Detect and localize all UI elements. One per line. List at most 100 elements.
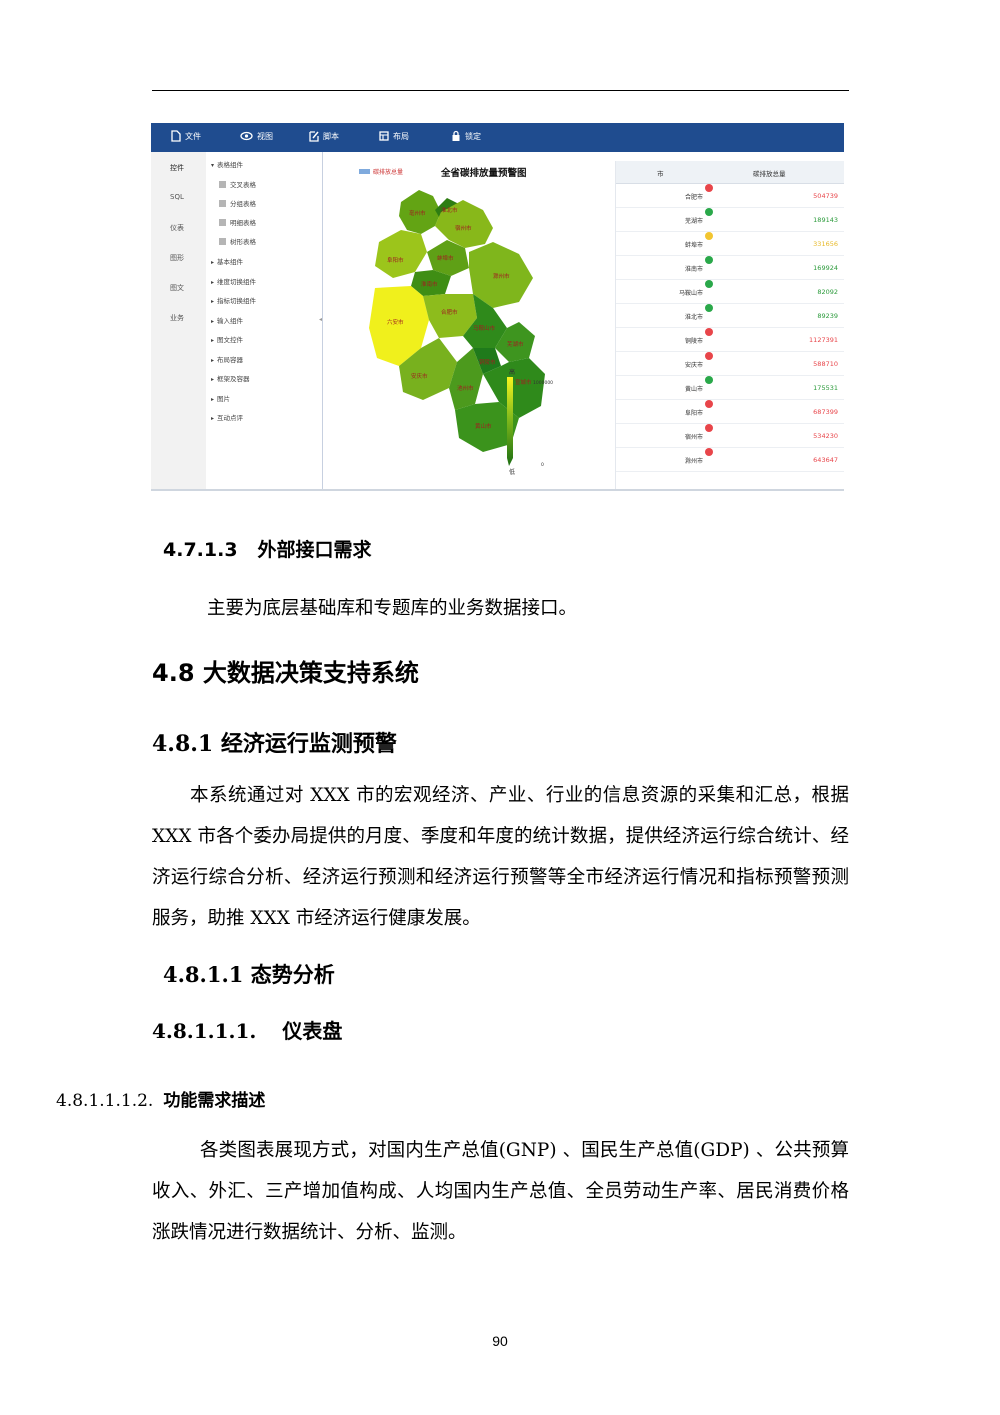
table-row[interactable]: 安庆市 588710 [616,351,844,376]
tree-group[interactable]: ▸ 图文控件 [211,334,243,344]
region-fuyang [375,230,427,278]
row-city: 宿州市 [684,434,703,441]
heading-4-8-1-1-1-2: 4.8.1.1.1.2. 功能需求描述 [56,1086,265,1111]
tree-group[interactable]: ▸ 维度切换组件 [211,276,256,286]
status-indicator-icon [705,208,713,216]
paragraph-requirements: 各类图表展现方式，对国内生产总值(GNP) 、国民生产总值(GDP) 、公共预算… [152,1130,849,1253]
row-value: 189143 [813,216,838,224]
nav-item-graphics[interactable]: 图形 [170,254,184,262]
script-label: 脚本 [323,131,339,141]
table-icon [219,200,226,207]
nav-item-sql[interactable]: SQL [170,193,184,201]
tree-group[interactable]: ▸ 基本组件 [211,256,243,266]
row-city: 阜阳市 [684,410,703,417]
status-indicator-icon [705,424,713,432]
region-label: 淮北市 [441,206,458,214]
file-label: 文件 [185,131,201,141]
caret-right-icon: ▸ [211,318,215,325]
lock-label: 锁定 [465,131,481,141]
splitter-handle[interactable]: ◂ [319,316,323,323]
table-row[interactable]: 铜陵市 1127391 [616,327,844,352]
row-value: 175531 [813,384,838,392]
table-row[interactable]: 滁州市 643647 [616,447,844,472]
tree-group[interactable]: ▸ 互动点评 [211,412,243,422]
tree-group-label: 输入组件 [217,317,244,325]
tree-group-tables[interactable]: ▾ 表格组件 [211,159,243,169]
left-nav: 控件 SQL 仪表 图形 图文 业务 [151,152,207,489]
layout-menu[interactable]: 布局 [379,130,409,142]
tree-group[interactable]: ▸ 框架及容器 [211,373,250,383]
status-indicator-icon [705,304,713,312]
caret-right-icon: ▸ [211,259,215,266]
embedded-screenshot: 文件 视图 脚本 布局 锁定 控件 SQL 仪表 图形 图文 业务 ▾ 表格组件 … [151,123,844,491]
status-indicator-icon [705,328,713,336]
region-label: 滁州市 [493,272,510,280]
region-label: 池州市 [457,384,474,392]
tree-item-label: 树形表格 [230,238,256,246]
caret-right-icon: ▸ [211,376,215,383]
row-city: 铜陵市 [684,338,703,345]
table-row[interactable]: 淮南市 169924 [616,255,844,280]
legend-swatch [359,169,370,174]
tree-item[interactable]: 分组表格 [219,198,256,208]
row-value: 169924 [813,264,838,272]
caret-right-icon: ▸ [211,415,215,422]
scale-max-label: 1000000 [533,380,553,386]
tree-group-label: 维度切换组件 [217,278,257,286]
region-maanshan [463,294,507,348]
row-value: 534230 [813,432,838,440]
tree-item[interactable]: 明细表格 [219,217,256,227]
nav-item-business[interactable]: 业务 [170,314,184,322]
heading-text: 功能需求描述 [163,1091,266,1111]
status-indicator-icon [705,184,713,192]
table-row[interactable]: 黄山市 175531 [616,375,844,400]
tree-group[interactable]: ▸ 指标切换组件 [211,295,256,305]
status-indicator-icon [705,280,713,288]
toolbar: 文件 视图 脚本 布局 锁定 [151,123,844,152]
tree-item[interactable]: 交叉表格 [219,179,256,189]
row-value: 89239 [817,312,838,320]
component-tree: ▾ 表格组件 交叉表格 分组表格 明细表格 树形表格 ▸ 基本组件 ▸ 维度切换组件 … [206,152,324,489]
heading-4-8-1: 4.8.1 经济运行监测预警 [152,731,397,757]
table-icon [219,238,226,245]
edit-icon [309,131,319,142]
tree-item[interactable]: 树形表格 [219,236,256,246]
scale-high-label: 高 [509,368,515,376]
map-legend[interactable]: 碳排放总量 [359,167,403,176]
row-city: 淮北市 [684,314,703,321]
map-title: 全省碳排放量预警图 [441,168,527,179]
region-tongling [473,348,501,374]
nav-item-controls[interactable]: 控件 [170,164,184,172]
status-indicator-icon [705,256,713,264]
tree-group[interactable]: ▸ 布局容器 [211,354,243,364]
row-value: 643647 [813,456,838,464]
table-row[interactable]: 芜湖市 189143 [616,207,844,232]
table-row[interactable]: 合肥市 504739 [616,183,844,208]
heading-4-7-1-3: 4.7.1.3 外部接口需求 [163,535,372,562]
nav-item-richtext[interactable]: 图文 [170,284,184,292]
heading-4-8-1-1: 4.8.1.1 态势分析 [163,962,335,987]
region-label: 淮南市 [421,280,438,288]
table-row[interactable]: 淮北市 89239 [616,303,844,328]
lock-menu[interactable]: 锁定 [451,130,481,142]
region-luan [369,286,429,366]
region-haozhou [399,190,441,234]
view-menu[interactable]: 视图 [240,130,273,142]
tree-group[interactable]: ▸ 输入组件 [211,315,243,325]
table-row[interactable]: 宿州市 534230 [616,423,844,448]
status-indicator-icon [705,448,713,456]
table-row[interactable]: 马鞍山市 82092 [616,279,844,304]
legend-label: 碳排放总量 [373,169,404,176]
file-menu[interactable]: 文件 [171,130,201,142]
table-row[interactable]: 蚌埠市 331656 [616,231,844,256]
tree-group-label: 指标切换组件 [217,297,257,305]
region-hefei [423,294,477,338]
heading-4-8: 4.8 大数据决策支持系统 [152,659,419,687]
table-row[interactable]: 阜阳市 687399 [616,399,844,424]
status-indicator-icon [705,232,713,240]
tree-group[interactable]: ▸ 图片 [211,393,230,403]
nav-item-gauges[interactable]: 仪表 [170,224,184,232]
status-indicator-icon [705,400,713,408]
layout-icon [379,131,389,141]
script-menu[interactable]: 脚本 [309,130,339,142]
